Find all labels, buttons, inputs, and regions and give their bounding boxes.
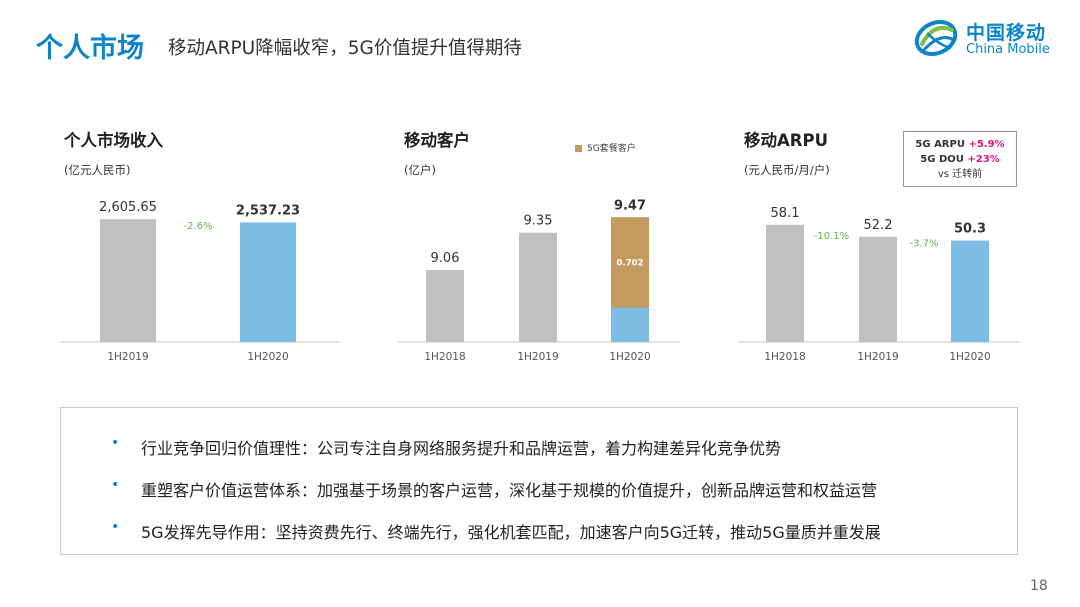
tick-label: 1H2019 — [107, 351, 148, 363]
data-label: 9.35 — [524, 214, 553, 229]
callout-line-3: vs 迁转前 — [937, 169, 983, 180]
legend-label: 5G套餐客户 — [587, 144, 636, 154]
tick-label: 1H2018 — [764, 351, 805, 363]
arpu-chart-unit: (元人民币/月/户) — [744, 163, 830, 177]
bar-1H2019 — [519, 232, 557, 342]
revenue-chart-unit: (亿元人民币) — [64, 163, 131, 177]
tick-label: 1H2019 — [517, 351, 558, 363]
tick-label: 1H2020 — [247, 351, 288, 363]
bullet-icon: • — [111, 519, 120, 535]
page-subtitle: 移动ARPU降幅收窄，5G价值提升值得期待 — [168, 38, 522, 59]
customers-chart-title: 移动客户 — [404, 131, 470, 150]
customers-chart-unit: (亿户) — [404, 163, 436, 177]
data-label: 2,537.23 — [236, 203, 300, 218]
bar-1H2018 — [766, 224, 804, 342]
key-points-box: • 行业竞争回归价值理性：公司专注自身网络服务提升和品牌运营，着力构建差异化竞争… — [60, 407, 1018, 555]
arpu-chart-title: 移动ARPU — [744, 131, 828, 150]
page-number: 18 — [1030, 578, 1048, 594]
stacked-segment-5g — [611, 217, 649, 308]
arpu-chart: 58.1 1H2018 52.2 1H2019 50.3 1H2020 -10.1% -3.7… — [738, 206, 1020, 363]
callout-line-1: 5G ARPU +5.9% — [915, 139, 1005, 150]
legend-swatch — [575, 145, 582, 152]
logo-text-en: China Mobile — [966, 42, 1050, 57]
revenue-chart: 2,605.65 1H2019 2,537.23 1H2020 -2.6% — [60, 200, 340, 363]
china-mobile-logo-icon — [914, 19, 958, 57]
bar-1H2020 — [240, 222, 296, 342]
revenue-chart-title: 个人市场收入 — [64, 131, 163, 150]
china-mobile-logo: 中国移动 China Mobile — [912, 14, 1062, 64]
page-title: 个人市场 — [36, 33, 144, 64]
stacked-segment-label: 0.702 — [617, 258, 644, 268]
tick-label: 1H2020 — [949, 351, 990, 363]
tick-label: 1H2020 — [609, 351, 650, 363]
growth-label: -3.7% — [909, 239, 938, 250]
bar-1H2020 — [951, 240, 989, 342]
tick-label: 1H2018 — [424, 351, 465, 363]
data-label: 2,605.65 — [99, 200, 157, 215]
bullet-icon: • — [111, 435, 120, 451]
data-label: 50.3 — [954, 222, 986, 237]
logo-text-cn: 中国移动 — [966, 22, 1047, 44]
growth-label: -2.6% — [183, 221, 212, 232]
growth-label: -10.1% — [814, 231, 849, 242]
bar-1H2019 — [100, 219, 156, 342]
bar-1H2019 — [859, 236, 897, 342]
bar-1H2018 — [426, 270, 464, 342]
data-label: 52.2 — [864, 218, 893, 233]
data-label: 58.1 — [771, 206, 800, 221]
callout-line-2: 5G DOU +23% — [920, 154, 1000, 165]
data-label: 9.47 — [614, 198, 646, 213]
data-label: 9.06 — [431, 251, 460, 266]
customers-chart-legend: 5G套餐客户 — [575, 141, 636, 154]
bullet-icon: • — [111, 477, 120, 493]
arpu-callout-box: 5G ARPU +5.9% 5G DOU +23% vs 迁转前 — [903, 131, 1017, 187]
tick-label: 1H2019 — [857, 351, 898, 363]
customers-chart: 9.06 1H2018 9.35 1H2019 0.702 9.47 1H2020 — [398, 198, 680, 363]
